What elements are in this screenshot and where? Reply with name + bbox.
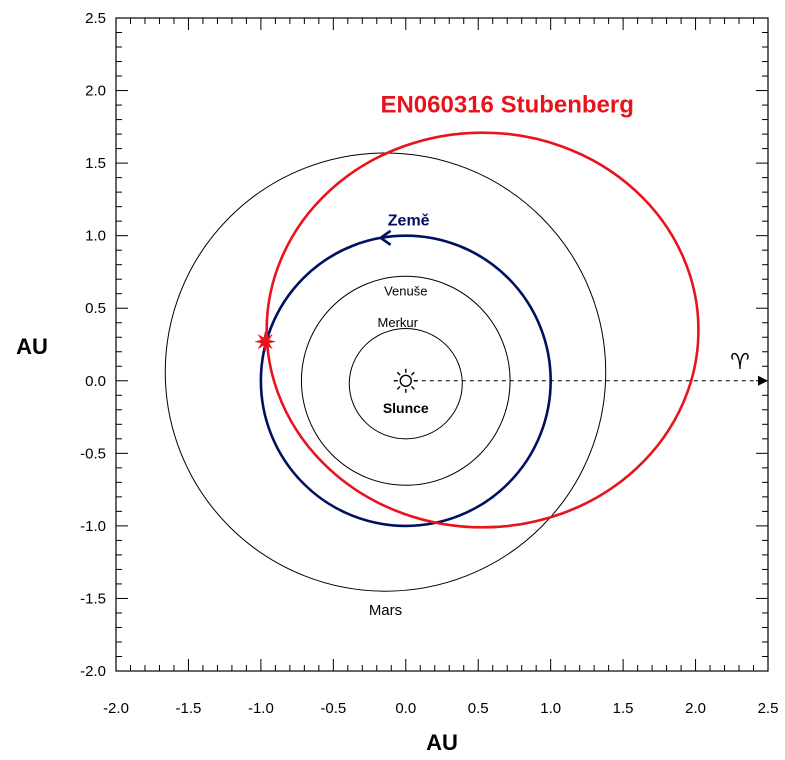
sun-ray — [410, 385, 415, 390]
y-tick-labels: 2.5 2.0 1.5 1.0 0.5 0.0 -0.5 -1.0 -1.5 -2.0 — [80, 10, 106, 680]
y-tick-label: -2.0 — [80, 663, 106, 680]
aries-symbol: ♈ — [730, 350, 750, 375]
x-tick-labels: -2.0 -1.5 -1.0 -0.5 0.0 0.5 1.0 1.5 2.0 2.5 — [103, 700, 778, 717]
sun-label: Slunce — [383, 400, 429, 416]
sun-icon — [393, 368, 418, 393]
x-tick-label: 2.5 — [758, 700, 779, 717]
orbit-arrows: ♈ — [255, 229, 768, 386]
y-tick-label: 1.5 — [85, 155, 106, 172]
sun-ray — [396, 371, 401, 376]
earth-direction-arrow — [378, 229, 392, 246]
orbit-labels: Slunce Merkur Venuše Země Mars EN060316 Stube… — [369, 91, 634, 619]
x-tick-label: 2.0 — [685, 700, 706, 717]
sun-ray — [396, 385, 401, 390]
sun-ray — [410, 371, 415, 376]
x-tick-label: 0.0 — [395, 700, 416, 717]
zeme-label: Země — [388, 213, 430, 230]
x-tick-label: -2.0 — [103, 700, 129, 717]
x-tick-label: -1.0 — [248, 700, 274, 717]
y-axis-title: AU — [16, 334, 48, 359]
merkur-label: Merkur — [378, 315, 419, 330]
x-tick-label: -0.5 — [320, 700, 346, 717]
plot-frame — [115, 17, 769, 672]
axis-ticks — [115, 17, 769, 672]
y-tick-label: 0.5 — [85, 300, 106, 317]
y-tick-label: 2.5 — [85, 10, 106, 27]
vernal-equinox-arrowhead — [758, 375, 768, 386]
y-tick-label: 1.0 — [85, 228, 106, 245]
x-tick-label: 1.5 — [613, 700, 634, 717]
orbits-group — [164, 131, 700, 592]
y-tick-label: -1.5 — [80, 590, 106, 607]
orbit-ellipse — [265, 131, 700, 529]
mars-label: Mars — [369, 602, 402, 619]
y-tick-label: 2.0 — [85, 83, 106, 100]
x-tick-label: 1.0 — [540, 700, 561, 717]
impact-point-star — [255, 331, 276, 352]
venuse-label: Venuše — [384, 283, 427, 298]
y-tick-label: -1.0 — [80, 518, 106, 535]
orbit-ellipse — [348, 328, 463, 440]
stubenberg-label: EN060316 Stubenberg — [380, 91, 633, 118]
x-axis-title: AU — [426, 730, 458, 755]
y-tick-label: -0.5 — [80, 445, 106, 462]
x-tick-label: -1.5 — [176, 700, 202, 717]
x-tick-label: 0.5 — [468, 700, 489, 717]
y-tick-label: 0.0 — [85, 373, 106, 390]
sun-disc — [399, 374, 412, 387]
